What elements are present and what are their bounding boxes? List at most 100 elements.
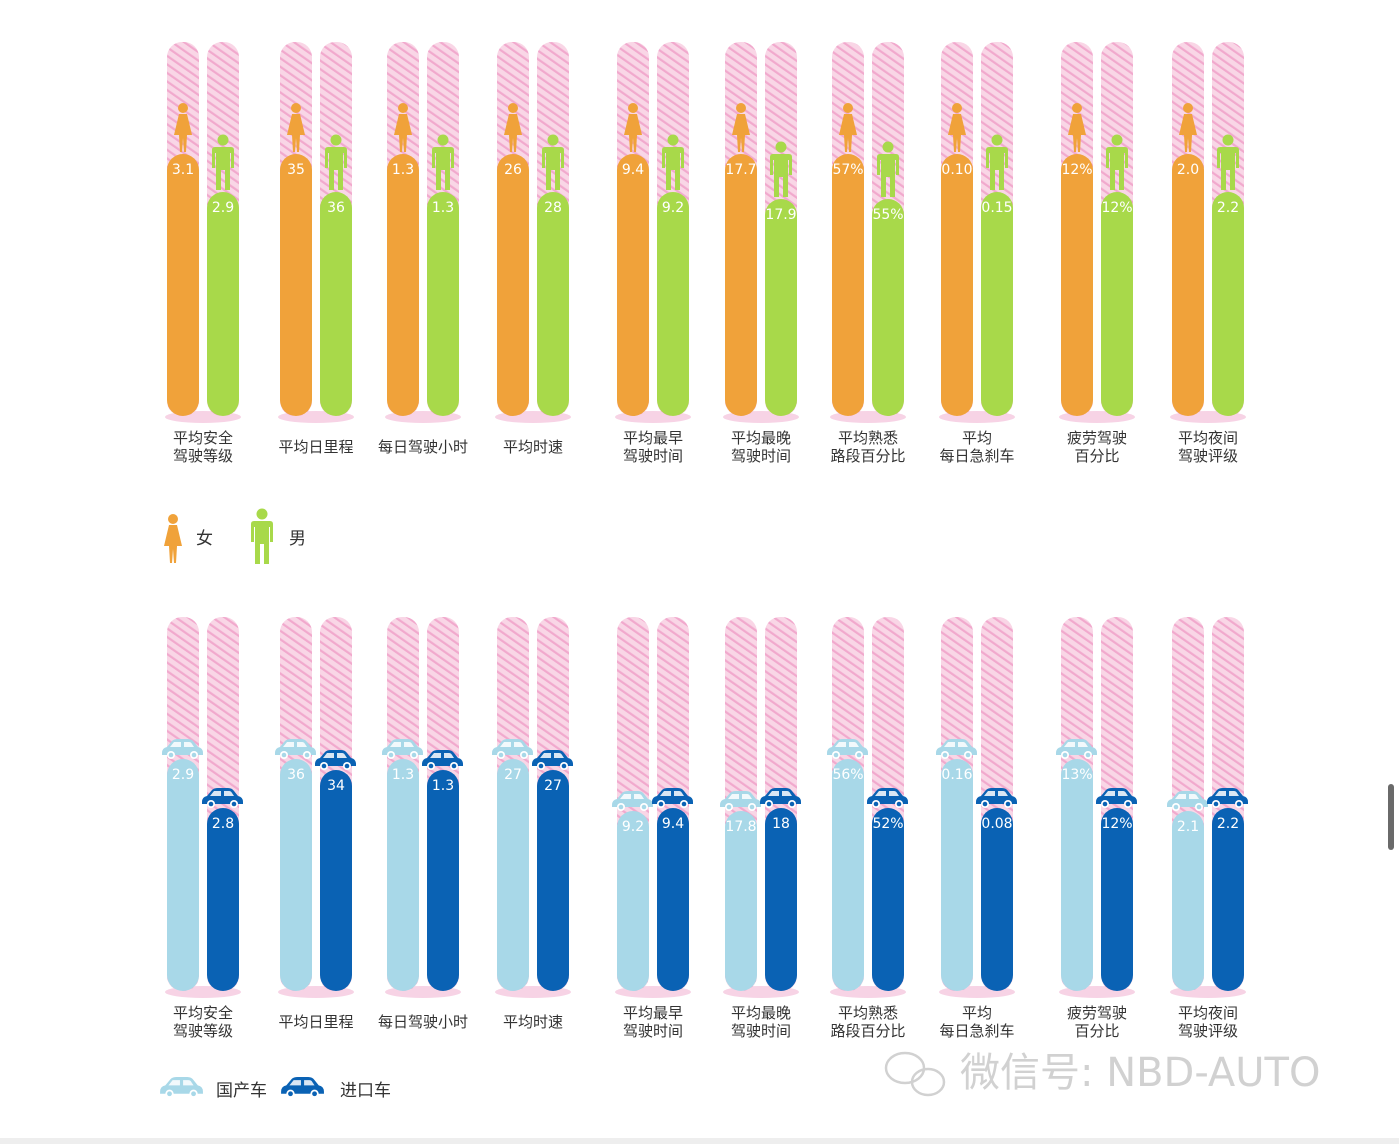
category-label: 平均熟悉 [838,1004,898,1022]
data-label: 2.9 [212,200,234,216]
legend-imported-label: 进口车 [340,1081,391,1101]
bar [981,808,1013,991]
bar [207,808,239,991]
bar [941,154,973,416]
category-label: 平均 [962,429,992,447]
male-person-icon [251,508,273,564]
bar [427,192,459,416]
bar [872,199,904,416]
data-label: 9.4 [622,162,644,178]
bar [537,770,569,991]
female-person-icon [164,514,182,563]
category-group: 27 27 平均时速 [492,617,573,1031]
data-label: 27 [504,767,522,783]
data-label: 36 [287,767,305,783]
data-label: 36 [327,200,345,216]
bar [537,192,569,416]
data-label: 52% [872,816,903,832]
bar [872,808,904,991]
bar [725,811,757,991]
category-label: 平均最晚 [731,429,791,447]
data-label: 12% [1101,200,1132,216]
bar [207,192,239,416]
data-label: 18 [772,816,790,832]
category-label: 驾驶等级 [173,447,233,465]
category-label: 疲劳驾驶 [1067,1004,1127,1022]
data-label: 2.1 [1177,819,1199,835]
bar [657,808,689,991]
category-group: 35 36 平均日里程 [278,42,354,456]
category-label: 平均 [962,1004,992,1022]
data-label: 2.8 [212,816,234,832]
category-label: 平均时速 [503,1013,563,1031]
category-group: 1.3 1.3 每日驾驶小时 [378,42,468,456]
bar [387,759,419,991]
category-label: 平均熟悉 [838,429,898,447]
bar [167,759,199,991]
data-label: 1.3 [392,767,414,783]
data-label: 9.2 [622,819,644,835]
vehicle-legend: 国产车 进口车 [160,1077,391,1101]
bar [167,154,199,416]
data-label: 0.08 [981,816,1012,832]
scrollbar-thumb[interactable] [1388,784,1394,850]
bar [832,154,864,416]
imported-car-icon [281,1077,324,1098]
category-label: 驾驶评级 [1178,1022,1238,1040]
category-group: 1.3 1.3 每日驾驶小时 [378,617,468,1031]
data-label: 55% [872,207,903,223]
category-label: 平均最晚 [731,1004,791,1022]
data-label: 26 [504,162,522,178]
data-label: 17.9 [765,207,796,223]
category-label: 路段百分比 [830,1022,905,1040]
bar [1061,154,1093,416]
category-label: 每日驾驶小时 [378,1013,468,1031]
category-label: 平均最早 [623,429,683,447]
data-label: 1.3 [432,778,454,794]
category-label: 平均夜间 [1178,1004,1238,1022]
bar [280,154,312,416]
data-label: 0.16 [941,767,972,783]
category-label: 驾驶评级 [1178,447,1238,465]
data-label: 0.15 [981,200,1012,216]
data-label: 17.8 [725,819,756,835]
wechat-icon [884,1051,946,1097]
category-label: 平均安全 [173,1004,233,1022]
data-label: 2.0 [1177,162,1199,178]
data-label: 13% [1061,767,1092,783]
bar [1172,811,1204,991]
bar [1101,808,1133,991]
watermark-text: 微信号: NBD-AUTO [960,1050,1320,1096]
bar [1061,759,1093,991]
bar [981,192,1013,416]
bar [387,154,419,416]
legend-male-label: 男 [289,529,306,549]
bar [941,759,973,991]
category-label: 百分比 [1074,1022,1119,1040]
bar [497,154,529,416]
bar [765,808,797,991]
data-label: 1.3 [432,200,454,216]
bar [725,154,757,416]
data-label: 2.2 [1217,200,1239,216]
category-label: 平均最早 [623,1004,683,1022]
bar [765,199,797,416]
data-label: 9.4 [662,816,684,832]
category-label: 路段百分比 [830,447,905,465]
bar [320,770,352,991]
category-group: 36 34 平均日里程 [275,617,356,1031]
category-label: 疲劳驾驶 [1067,429,1127,447]
data-label: 17.7 [725,162,756,178]
data-label: 2.9 [172,767,194,783]
bar [427,770,459,991]
